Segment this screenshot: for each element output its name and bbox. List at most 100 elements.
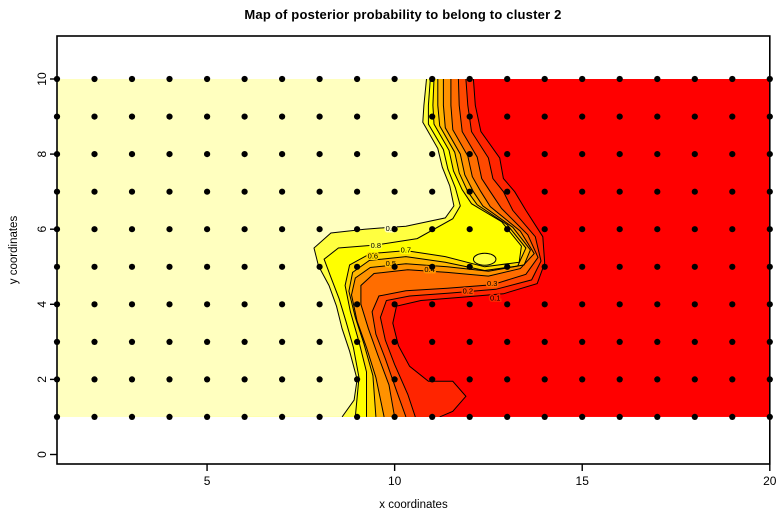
grid-dot	[429, 263, 436, 270]
grid-dot	[91, 75, 98, 83]
grid-dot	[354, 188, 361, 195]
grid-dot	[128, 188, 136, 195]
x-tick-label-15: 15	[576, 474, 590, 488]
grid-dot	[128, 113, 136, 120]
x-axis: 5 10 15 20	[204, 464, 776, 488]
grid-dot	[616, 226, 623, 233]
grid-dot	[466, 376, 473, 383]
contour-label-0.7: 0.7	[401, 245, 411, 254]
grid-dot	[391, 113, 398, 120]
grid-dot	[466, 338, 473, 345]
y-tick-label-4: 4	[35, 301, 49, 308]
grid-dot	[541, 188, 548, 195]
grid-dot	[128, 226, 136, 233]
grid-dot	[504, 263, 511, 270]
grid-dot	[429, 338, 436, 345]
grid-dot	[279, 226, 286, 233]
grid-dot	[316, 113, 323, 120]
grid-dot	[654, 301, 661, 308]
y-tick-label-2: 2	[35, 376, 49, 383]
grid-dot	[166, 413, 173, 420]
grid-dot	[541, 75, 548, 83]
grid-dot	[729, 226, 736, 233]
grid-dot	[691, 113, 698, 120]
grid-dot	[616, 376, 623, 383]
grid-dot	[391, 188, 398, 195]
grid-dot	[691, 75, 698, 83]
grid-dot	[391, 376, 398, 383]
plot-box	[56, 35, 771, 465]
grid-dot	[391, 263, 398, 270]
grid-dot	[391, 151, 398, 158]
grid-dot	[504, 113, 511, 120]
grid-dot	[204, 413, 211, 420]
grid-dot	[166, 376, 173, 383]
grid-dot	[91, 301, 98, 308]
grid-dot	[579, 113, 586, 120]
grid-dot	[204, 113, 211, 120]
y-tick-label-0: 0	[35, 451, 49, 458]
grid-dot	[279, 413, 286, 420]
grid-dot	[166, 301, 173, 308]
grid-dot	[654, 226, 661, 233]
contour-line-0.4	[360, 79, 535, 417]
grid-dot	[466, 188, 473, 195]
grid-dot	[91, 376, 98, 383]
grid-dot	[241, 301, 248, 308]
band-ge-0.9	[57, 79, 454, 417]
grid-dot	[91, 413, 98, 420]
grid-dot	[691, 188, 698, 195]
x-tick-label-20: 20	[763, 474, 776, 488]
grid-dot	[391, 338, 398, 345]
contour-line-0.3	[371, 79, 539, 417]
grid-dot	[279, 301, 286, 308]
grid-dot	[91, 263, 98, 270]
grid-dot	[466, 113, 473, 120]
grid-dot	[166, 75, 173, 83]
grid-dot	[128, 301, 136, 308]
grid-dot	[429, 301, 436, 308]
grid-dot	[429, 376, 436, 383]
grid-dot	[204, 75, 211, 83]
grid-dot	[241, 338, 248, 345]
grid-dot	[429, 188, 436, 195]
grid-dot	[579, 226, 586, 233]
grid-dot	[241, 113, 248, 120]
grid-dot	[616, 263, 623, 270]
grid-dot	[354, 301, 361, 308]
grid-dot	[541, 151, 548, 158]
grid-dot	[316, 413, 323, 420]
grid-dot	[541, 226, 548, 233]
y-tick-label-8: 8	[35, 150, 49, 157]
grid-dot	[279, 113, 286, 120]
grid-dot	[354, 263, 361, 270]
grid-dot	[241, 188, 248, 195]
grid-dot	[729, 413, 736, 420]
contour-line-0.8	[323, 79, 461, 417]
grid-dot	[504, 226, 511, 233]
grid-dot	[654, 113, 661, 120]
grid-dot	[204, 338, 211, 345]
grid-dot	[654, 263, 661, 270]
grid-dot	[466, 301, 473, 308]
island-line-0.8	[472, 252, 497, 266]
grid-dot	[354, 338, 361, 345]
grid-dot	[729, 301, 736, 308]
contour-label-0.3: 0.3	[487, 279, 497, 288]
contour-line-0.6	[348, 79, 527, 417]
grid-dot	[204, 188, 211, 195]
grid-dot	[579, 75, 586, 83]
grid-dot	[541, 413, 548, 420]
contour-line-0.2	[379, 79, 542, 417]
grid-dot	[279, 151, 286, 158]
grid-dot	[579, 151, 586, 158]
grid-dot	[691, 263, 698, 270]
grid-dot	[616, 301, 623, 308]
grid-dot	[316, 376, 323, 383]
x-axis-label: x coordinates	[379, 499, 448, 511]
grid-dot	[166, 338, 173, 345]
grid-dot	[279, 188, 286, 195]
x-tick-label-5: 5	[204, 474, 211, 488]
grid-dot	[729, 338, 736, 345]
